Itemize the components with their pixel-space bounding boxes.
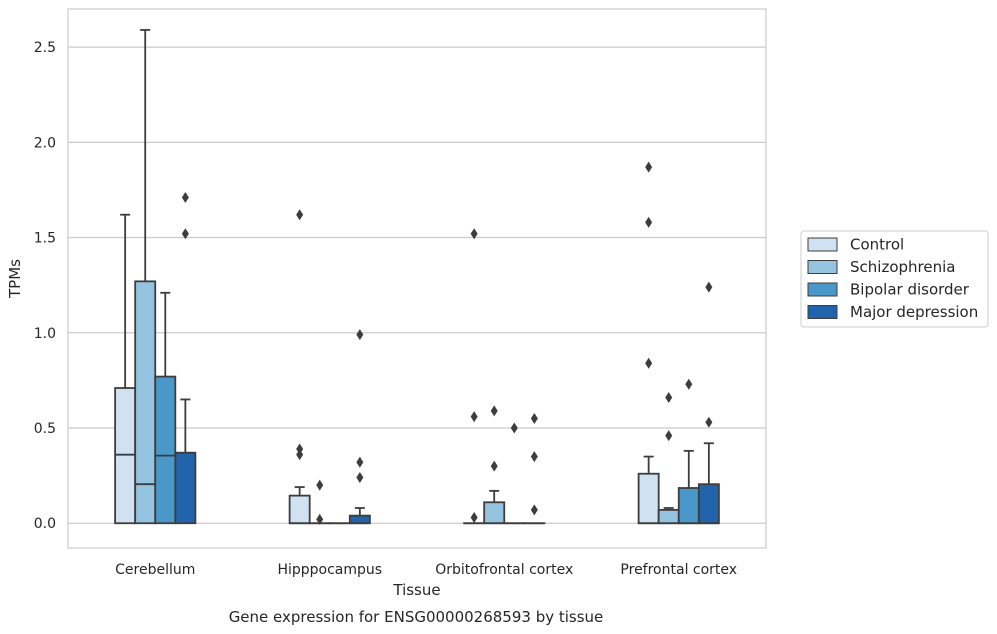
legend-label: Major depression — [850, 303, 978, 321]
outlier-point — [705, 281, 713, 293]
outlier-point — [316, 513, 324, 525]
box — [637, 472, 660, 525]
legend-swatch — [807, 305, 838, 319]
outlier-point — [645, 161, 653, 173]
outlier-point — [685, 378, 693, 390]
outlier-point — [530, 451, 538, 463]
box-group — [308, 479, 331, 525]
chart-caption: Gene expression for ENSG00000268593 by t… — [229, 608, 604, 626]
box — [657, 509, 680, 525]
outlier-point — [490, 405, 498, 417]
outlier-point — [645, 216, 653, 228]
x-tick-label: Cerebellum — [115, 562, 195, 578]
legend-swatch — [807, 260, 838, 274]
outlier-point — [296, 449, 304, 461]
y-tick-label: 0.0 — [34, 516, 56, 532]
outlier-point — [530, 412, 538, 424]
box-group — [483, 405, 506, 525]
box-group — [677, 378, 700, 525]
outlier-point — [356, 329, 364, 341]
outlier-point — [665, 430, 673, 442]
box — [154, 375, 177, 525]
outlier-point — [296, 209, 304, 221]
outlier-point — [316, 479, 324, 491]
outlier-point — [356, 472, 364, 484]
box — [677, 487, 700, 525]
outlier-point — [470, 411, 478, 423]
x-tick-label: Hipppocampus — [277, 562, 382, 578]
box — [483, 501, 506, 525]
box — [174, 451, 197, 525]
box-group — [523, 412, 546, 525]
outlier-point — [181, 192, 189, 204]
legend-label: Control — [850, 236, 904, 254]
outlier-point — [645, 357, 653, 369]
outlier-point — [530, 504, 538, 516]
outlier-point — [296, 443, 304, 455]
box-group — [154, 291, 177, 525]
box-group — [657, 392, 680, 525]
box-group — [114, 213, 137, 525]
y-tick-label: 0.5 — [34, 421, 56, 437]
y-axis-ticks: 0.0 0.5 1.0 1.5 2.0 2.5 — [34, 40, 56, 532]
box-group — [134, 29, 157, 525]
x-axis-label: Tissue — [392, 581, 440, 599]
box-group — [697, 281, 720, 525]
box-group — [174, 192, 197, 525]
legend-frame — [800, 230, 989, 328]
y-tick-label: 2.5 — [34, 40, 56, 56]
box-group — [637, 161, 660, 525]
x-axis-ticks: Cerebellum Hipppocampus Orbitofrontal cort… — [115, 562, 737, 578]
box-plot-series — [114, 29, 720, 525]
box-group — [348, 329, 371, 525]
y-axis-label: TPMs — [6, 259, 24, 299]
box — [348, 514, 371, 525]
outlier-point — [665, 392, 673, 404]
outlier-point — [356, 456, 364, 468]
box-group — [288, 209, 311, 525]
y-tick-label: 1.5 — [34, 231, 56, 247]
legend: Control Schizophrenia Bipolar disorder Majo… — [800, 230, 989, 328]
y-tick-label: 1.0 — [34, 326, 56, 342]
box-group — [503, 422, 526, 525]
legend-swatch — [807, 237, 838, 252]
outlier-point — [490, 460, 498, 472]
outlier-point — [705, 416, 713, 428]
legend-label: Bipolar disorder — [850, 281, 970, 299]
outlier-point — [470, 512, 478, 524]
x-tick-label: Prefrontal cortex — [620, 562, 737, 578]
legend-label: Schizophrenia — [850, 258, 955, 276]
outlier-point — [510, 422, 518, 434]
box — [114, 387, 137, 525]
outlier-point — [181, 228, 189, 240]
box — [697, 483, 720, 525]
box-group — [463, 228, 486, 525]
x-tick-label: Orbitofrontal cortex — [435, 562, 573, 578]
box — [288, 494, 311, 525]
legend-swatch — [807, 282, 838, 297]
outlier-point — [470, 228, 478, 240]
box — [134, 280, 157, 525]
y-tick-label: 2.0 — [34, 135, 56, 151]
plot-frame — [67, 8, 767, 549]
